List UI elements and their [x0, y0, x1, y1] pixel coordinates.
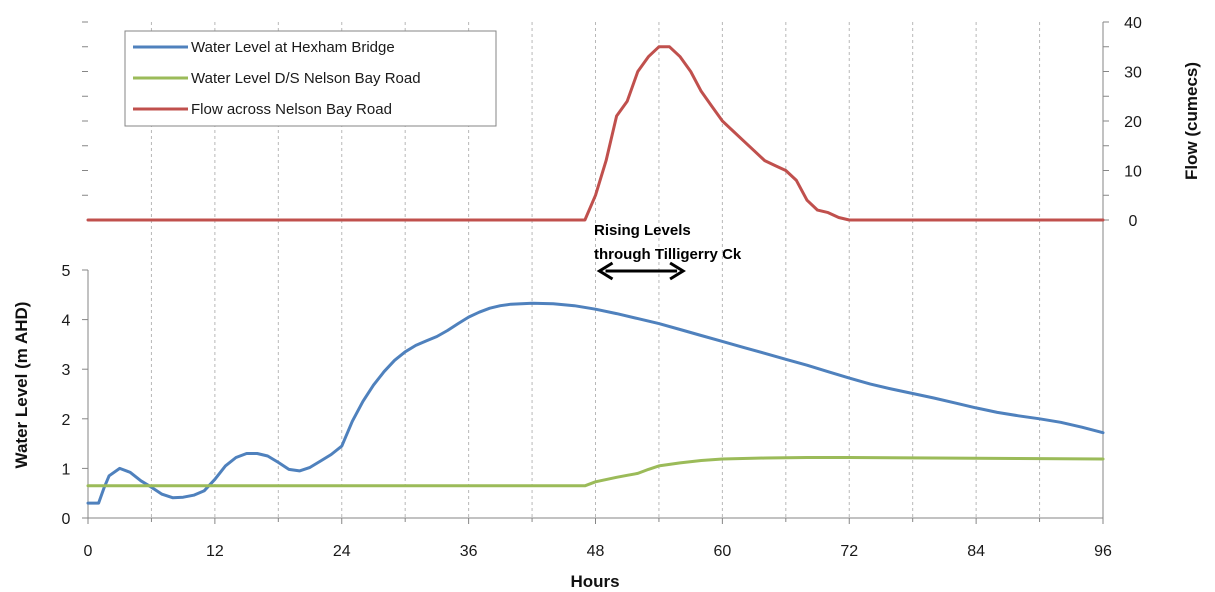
vertical-gridlines	[150, 22, 1041, 518]
right-tick-label: 0	[1129, 213, 1138, 230]
left-tick-label: 1	[62, 461, 71, 478]
x-tick-label: 12	[206, 543, 224, 560]
series-line-water-level-d-s-nelson-bay-road	[86, 456, 1105, 488]
series-layer	[86, 45, 1105, 505]
left-tick-label: 0	[62, 511, 71, 528]
right-axis-ticks: 0 10 20 30 40	[82, 15, 1142, 230]
x-tick-label: 84	[967, 543, 985, 560]
annotation-line-1: Rising Levels	[594, 222, 691, 239]
legend-entries: Water Level at Hexham Bridge Water Level …	[133, 39, 421, 118]
x-tick-label: 24	[333, 543, 351, 560]
annotation: Rising Levels through Tilligerry Ck	[594, 222, 742, 281]
right-tick-label: 20	[1124, 114, 1142, 131]
legend-label: Water Level D/S Nelson Bay Road	[191, 70, 421, 87]
left-tick-label: 5	[62, 263, 71, 280]
right-axis-title: Flow (cumecs)	[1182, 62, 1201, 180]
legend-label: Water Level at Hexham Bridge	[191, 39, 395, 56]
left-tick-label: 2	[62, 412, 71, 429]
x-axis-ticks: 0 12 24 36 48 60 72 84 96	[84, 518, 1112, 560]
x-tick-label: 36	[460, 543, 478, 560]
x-tick-label: 60	[713, 543, 731, 560]
arrow-head-right	[669, 261, 686, 281]
x-tick-label: 96	[1094, 543, 1112, 560]
series-line-water-level-at-hexham-bridge	[86, 301, 1105, 505]
legend: Water Level at Hexham Bridge Water Level …	[124, 30, 497, 127]
x-axis-title: Hours	[570, 572, 619, 591]
annotation-line-2: through Tilligerry Ck	[594, 246, 742, 263]
left-axis-ticks: 0 1 2 3 4 5	[62, 263, 88, 528]
x-tick-label: 0	[84, 543, 93, 560]
right-tick-label: 10	[1124, 164, 1142, 181]
x-tick-label: 72	[840, 543, 858, 560]
double-arrow	[596, 261, 686, 281]
series-line-flow-across-nelson-bay-road	[86, 45, 1105, 222]
left-tick-label: 4	[62, 313, 71, 330]
arrow-head-left	[596, 261, 614, 281]
right-tick-label: 40	[1124, 15, 1142, 32]
legend-label: Flow across Nelson Bay Road	[191, 101, 392, 118]
left-tick-label: 3	[62, 362, 71, 379]
x-tick-label: 48	[587, 543, 605, 560]
right-tick-label: 30	[1124, 65, 1142, 82]
left-axis-title: Water Level (m AHD)	[12, 302, 31, 469]
